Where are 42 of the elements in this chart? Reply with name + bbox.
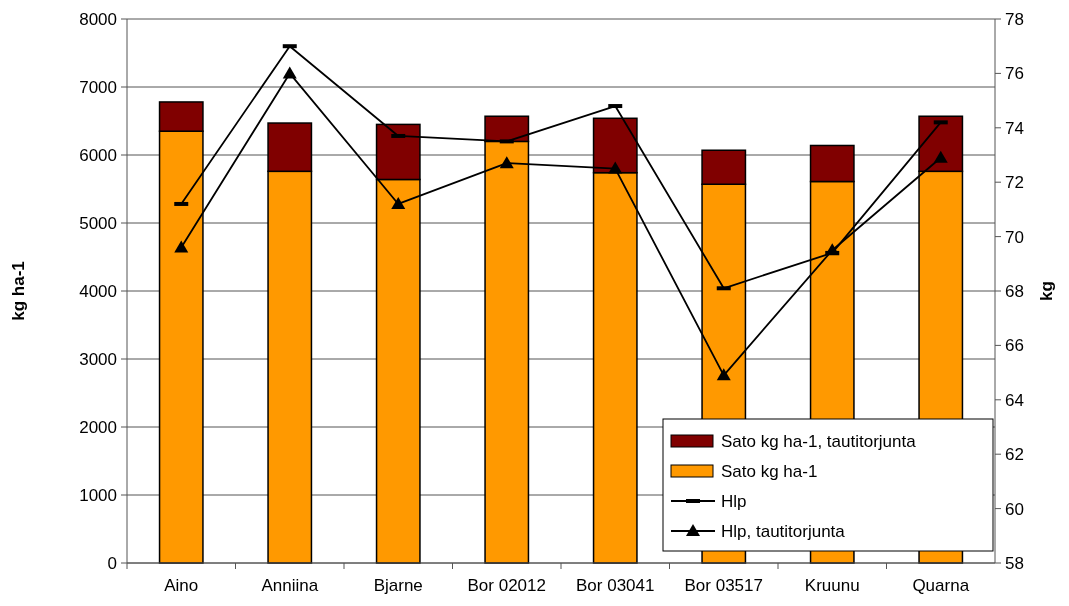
y2-tick-label: 74	[1005, 118, 1024, 138]
y-tick-label: 0	[107, 553, 117, 573]
x-tick-label: Bor 02012	[467, 576, 546, 595]
legend-label: Sato kg ha-1, tautitorjunta	[721, 431, 917, 451]
point	[933, 150, 948, 163]
y2-tick-label: 60	[1005, 499, 1024, 519]
y2-tick-label: 66	[1005, 336, 1024, 356]
y2-tick-label: 72	[1005, 173, 1024, 193]
y2-tick-label: 62	[1005, 445, 1024, 465]
point	[825, 243, 840, 256]
y-tick-label: 2000	[79, 417, 117, 437]
y-tick-label: 8000	[79, 9, 117, 29]
y-axis-title: kg ha-1	[9, 261, 28, 321]
x-tick-label: Bjarne	[373, 576, 423, 595]
x-tick-label: Aino	[164, 576, 199, 595]
y2-tick-label: 76	[1005, 64, 1024, 84]
legend-label: Hlp	[721, 491, 747, 511]
x-tick-label: Quarna	[912, 576, 970, 595]
y-tick-label: 6000	[79, 145, 117, 165]
x-tick-label: Bor 03041	[576, 576, 655, 595]
y-tick-label: 5000	[79, 213, 117, 233]
x-tick-label: Kruunu	[804, 576, 860, 595]
point	[716, 368, 731, 381]
point	[608, 161, 623, 174]
y2-tick-label: 78	[1005, 9, 1024, 29]
y2-tick-label: 64	[1005, 390, 1024, 410]
x-tick-label: Anniina	[261, 576, 319, 595]
legend-label: Sato kg ha-1	[721, 461, 818, 481]
y2-tick-label: 58	[1005, 553, 1024, 573]
point	[391, 196, 406, 209]
y-tick-label: 4000	[79, 281, 117, 301]
point	[174, 240, 189, 253]
point	[499, 156, 514, 169]
y-tick-label: 3000	[79, 349, 117, 369]
y2-tick-label: 68	[1005, 281, 1024, 301]
point	[282, 66, 297, 79]
y2-tick-label: 70	[1005, 227, 1024, 247]
y-tick-label: 1000	[79, 485, 117, 505]
y2-axis-title: kg	[1037, 281, 1056, 301]
legend-label: Hlp, tautitorjunta	[721, 521, 846, 541]
x-tick-label: Bor 03517	[684, 576, 763, 595]
y-tick-label: 7000	[79, 77, 117, 97]
